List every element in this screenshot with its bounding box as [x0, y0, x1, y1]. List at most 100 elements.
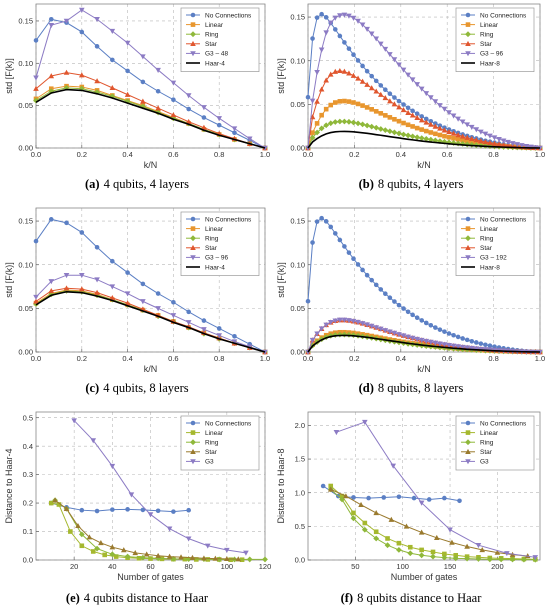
data-point: [423, 338, 430, 344]
data-point: [473, 137, 480, 143]
data-point: [318, 86, 325, 92]
caption-label: (a): [85, 177, 100, 191]
legend-entry-label: No Connections: [205, 12, 252, 19]
legend-marker: [190, 31, 196, 38]
data-point: [355, 120, 361, 127]
legend-marker: [465, 420, 471, 426]
data-point: [427, 136, 434, 143]
data-point: [364, 68, 370, 74]
x-tick-label: 0.8: [488, 354, 498, 363]
data-point: [318, 125, 325, 132]
data-point: [509, 141, 516, 147]
data-point: [201, 105, 207, 111]
data-point: [423, 116, 429, 122]
data-point: [405, 334, 411, 340]
legend-box: [455, 7, 535, 72]
data-point: [405, 309, 411, 315]
data-point: [418, 529, 425, 535]
x-tick-label: 0.6: [442, 354, 452, 363]
x-tick-label: 60: [146, 562, 154, 571]
data-point: [392, 116, 397, 122]
series-line-1: [307, 217, 541, 353]
data-point: [48, 279, 55, 285]
data-point: [387, 52, 393, 58]
y-tick-label: 0.00: [290, 144, 305, 153]
data-point: [343, 493, 349, 499]
data-point: [437, 341, 443, 347]
data-point: [346, 46, 352, 51]
data-point: [383, 87, 388, 93]
data-point: [478, 129, 484, 135]
data-point: [346, 99, 352, 104]
data-point: [337, 317, 343, 323]
data-point: [125, 270, 130, 275]
data-point: [79, 72, 85, 78]
legend-entry-label: Star: [205, 449, 218, 456]
data-point: [341, 68, 348, 74]
chart-caption: (f) 8 qubits distance to Haar: [341, 591, 483, 605]
data-point: [362, 419, 368, 425]
legend-marker: [465, 226, 471, 231]
x-tick-label: 1.0: [260, 354, 270, 363]
data-point: [464, 138, 470, 144]
data-point: [336, 118, 343, 125]
data-point: [79, 230, 85, 235]
data-point: [396, 302, 402, 308]
chart-caption: (d) 8 qubits, 8 layers: [359, 381, 464, 395]
legend-entry-label: Ring: [480, 32, 494, 39]
legend-entry-label: Star: [205, 41, 218, 48]
data-point: [537, 349, 543, 355]
data-point: [437, 132, 443, 138]
data-point: [403, 523, 410, 529]
legend-marker: [465, 12, 471, 18]
chart-panel-4: 0.0 0.2 0.4 0.6 0.8 1.0 0.00 0.05 0.10 0.15 k/N std…: [276, 207, 545, 395]
data-point: [33, 85, 39, 91]
data-point: [140, 281, 146, 287]
data-point: [396, 547, 402, 553]
legend-entry-label: G3: [480, 459, 489, 466]
data-point: [171, 509, 176, 514]
data-point: [332, 231, 338, 236]
series-line-2: [330, 485, 536, 560]
legend: No Connections Linear Ring Star G3: [455, 415, 535, 471]
data-point: [327, 20, 334, 26]
y-tick-label: 0.15: [18, 217, 33, 226]
data-point: [414, 315, 420, 321]
legend: No Connections Linear Ring Star G3 – 96 Haar-…: [180, 211, 260, 276]
x-tick-label: 0.0: [303, 150, 313, 159]
data-point: [442, 133, 447, 139]
caption-label: (b): [359, 177, 374, 191]
data-point: [332, 27, 338, 32]
data-point: [327, 486, 334, 492]
data-point: [94, 78, 100, 84]
data-point: [414, 336, 420, 342]
x-tick-label: 20: [70, 562, 78, 571]
data-point: [323, 322, 329, 328]
series-line-5: [35, 9, 266, 149]
data-point: [373, 510, 379, 516]
x-tick-label: 0.6: [168, 354, 178, 363]
data-point: [426, 497, 432, 502]
legend-marker: [190, 235, 196, 242]
data-point: [75, 522, 81, 529]
data-point: [351, 510, 356, 516]
data-point: [124, 291, 131, 297]
caption-text: 8 qubits, 8 layers: [378, 381, 464, 395]
data-point: [428, 118, 434, 124]
data-point: [414, 114, 420, 121]
legend-entry-label: Haar-8: [480, 60, 500, 67]
data-point: [451, 136, 456, 141]
data-point: [519, 143, 525, 149]
legend-entry-label: Linear: [480, 22, 499, 29]
chart-panel-2: 0.0 0.2 0.4 0.6 0.8 1.0 0.00 0.05 0.10 0.15 k/N std…: [276, 3, 545, 191]
data-point: [391, 101, 398, 107]
data-point: [171, 97, 176, 103]
x-tick-label: 0.4: [396, 354, 406, 363]
data-point: [140, 299, 146, 305]
data-point: [204, 543, 211, 549]
data-point: [428, 130, 434, 135]
series-line-6: [35, 290, 266, 353]
x-tick-label: 0.8: [488, 150, 498, 159]
data-point: [124, 91, 131, 97]
legend-box: [180, 211, 260, 276]
